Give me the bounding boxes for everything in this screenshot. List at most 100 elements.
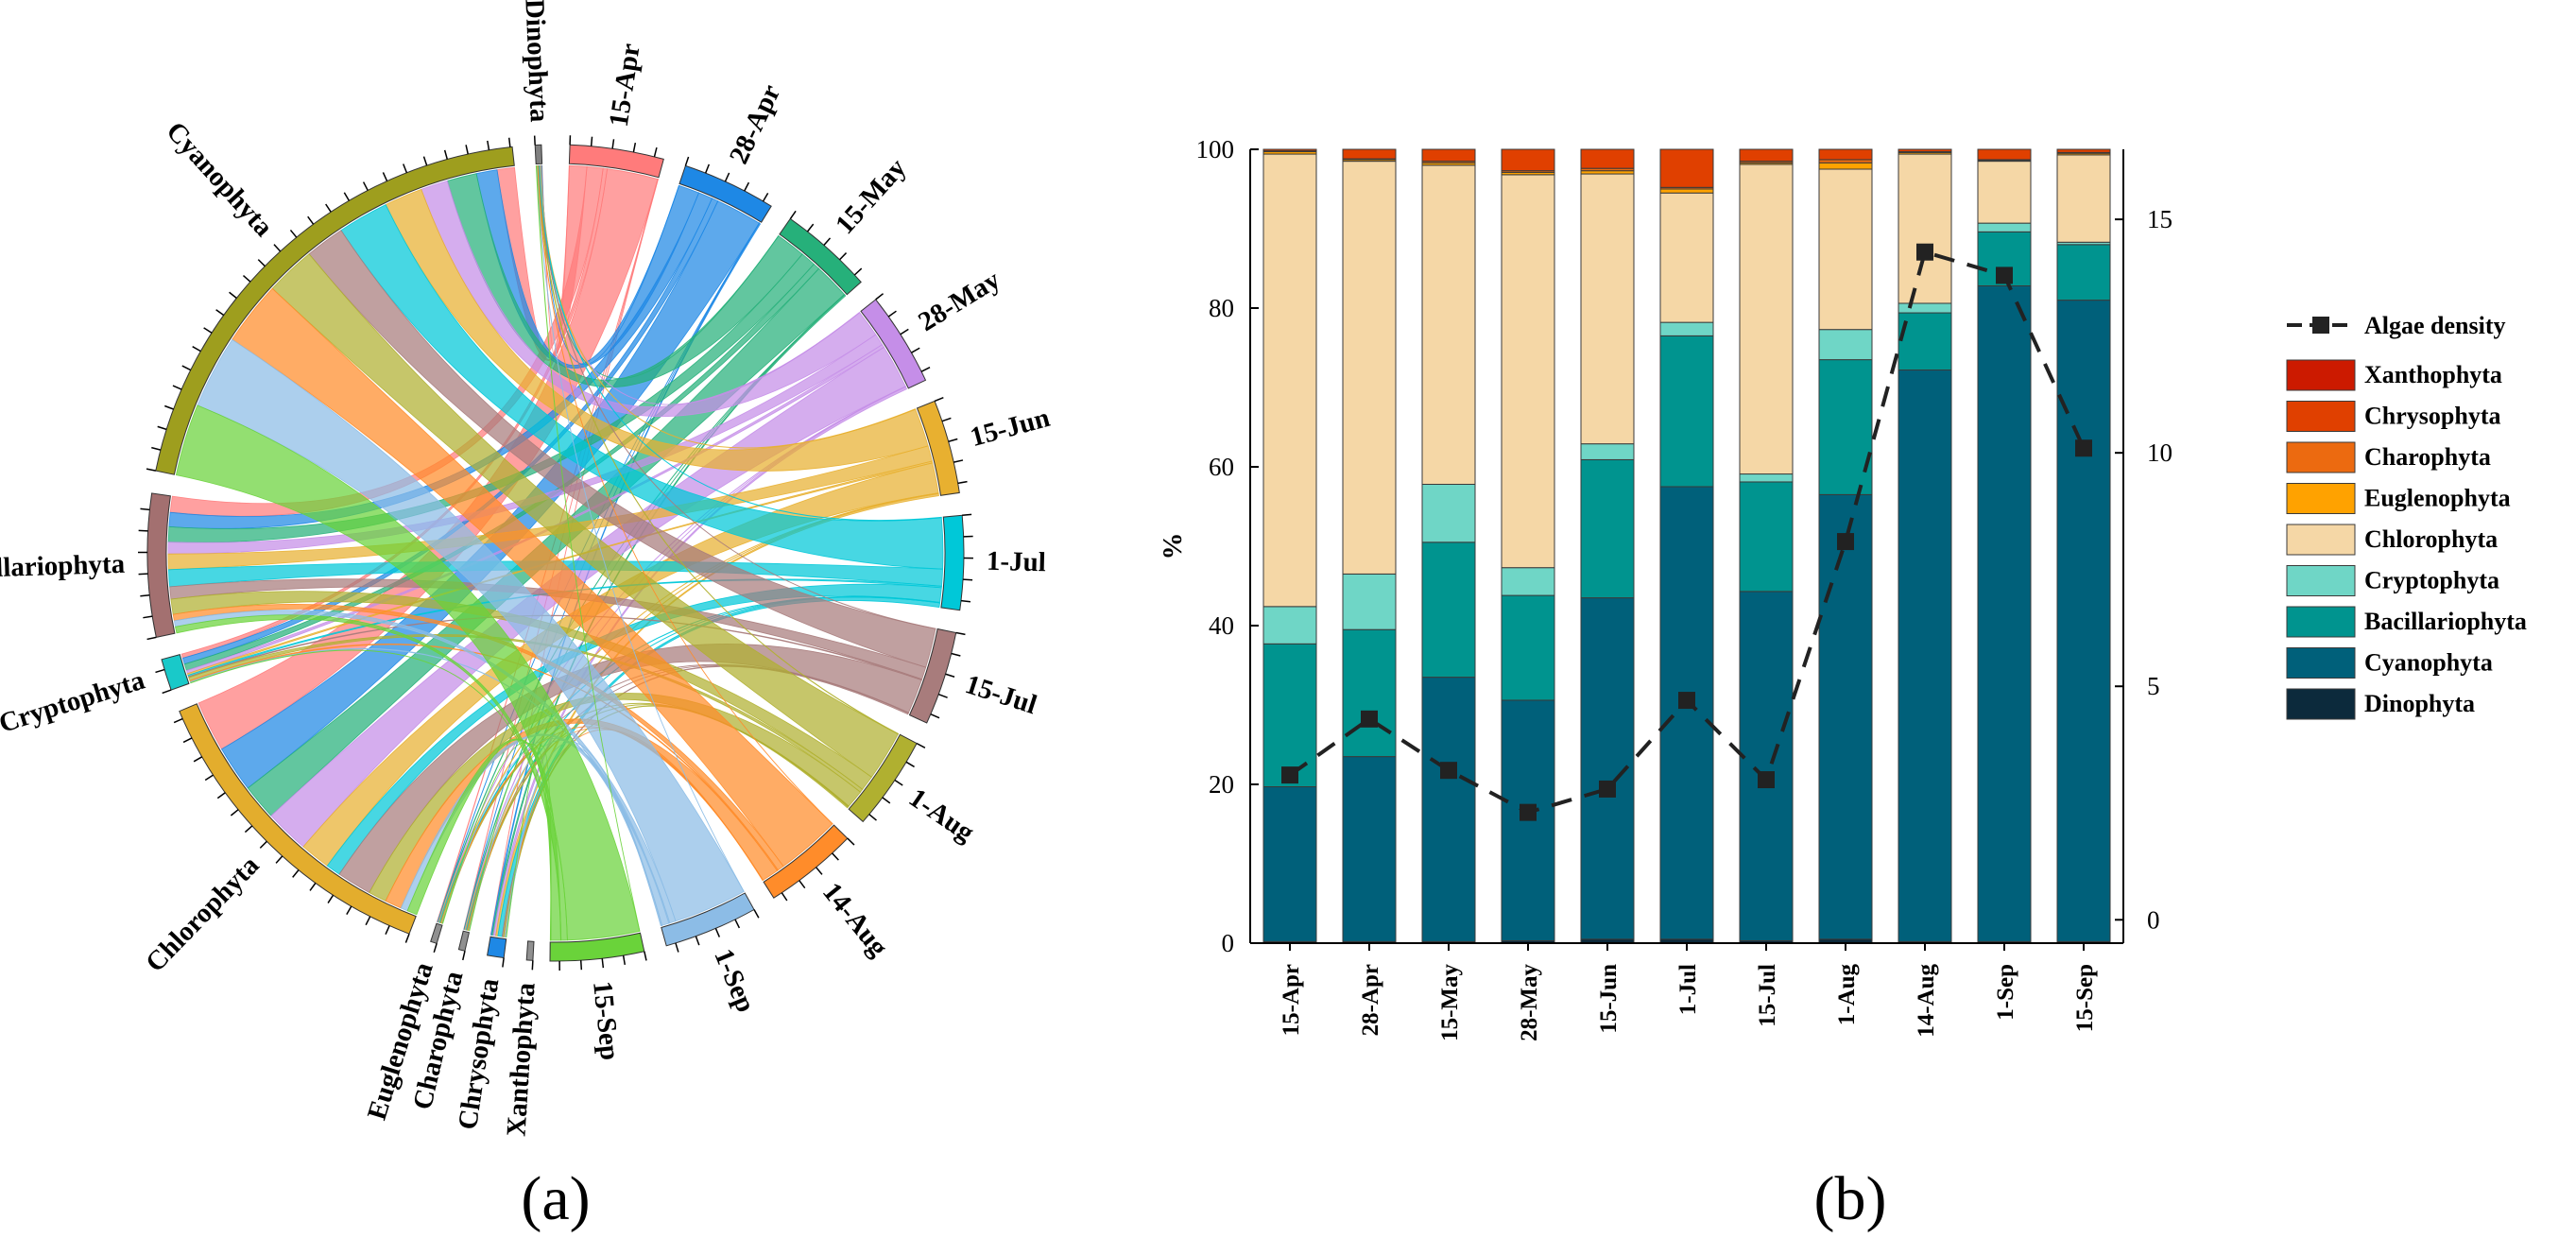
legend-label-dinophyta: Dinophyta bbox=[2364, 690, 2475, 717]
arc-tick-xanthophyta bbox=[531, 960, 534, 971]
arc-tick-28-may bbox=[900, 328, 909, 335]
bar-cryptophyta-15-jul bbox=[1739, 473, 1794, 483]
x-tick-label-1-jul: 1-Jul bbox=[1675, 964, 1701, 1015]
arc-tick-euglenophyta bbox=[433, 943, 438, 954]
bar-cyanophyta-28-apr bbox=[1342, 756, 1397, 942]
bar-chrysophyta-15-sep bbox=[2056, 148, 2111, 153]
chord-label-15-jul: 15-Jul bbox=[962, 669, 1040, 720]
legend-label-bacillariophyta: Bacillariophyta bbox=[2364, 608, 2527, 635]
algae-density-point-15-may bbox=[1440, 762, 1457, 780]
arc-tick-15-apr bbox=[632, 142, 637, 153]
bar-bacillariophyta-15-jul bbox=[1739, 481, 1794, 593]
legend-swatch-bacillariophyta bbox=[2286, 606, 2356, 638]
arc-tick-15-apr bbox=[611, 139, 615, 149]
chord-ribbon-15-sep-euglenophyta bbox=[441, 742, 552, 941]
arc-tick-cyanophyta bbox=[151, 446, 162, 451]
arc-tick-cyanophyta bbox=[229, 291, 237, 300]
bar-chlorophyta-15-sep bbox=[2056, 154, 2111, 243]
bar-cyanophyta-1-jul bbox=[1659, 486, 1714, 940]
arc-tick-chlorophyta bbox=[365, 916, 371, 926]
bar-cyanophyta-1-aug bbox=[1818, 493, 1873, 940]
x-tick-label-14-aug: 14-Aug bbox=[1914, 964, 1939, 1038]
bar-chrysophyta-14-aug bbox=[1898, 148, 1952, 153]
algae-density-point-15-jun bbox=[1599, 780, 1616, 798]
arc-tick-chlorophyta bbox=[244, 825, 253, 834]
arc-tick-chlorophyta bbox=[230, 809, 239, 817]
arc-tick-dinophyta bbox=[533, 135, 536, 146]
chord-label-1-sep: 1-Sep bbox=[708, 945, 761, 1017]
arc-chrysophyta bbox=[487, 936, 507, 959]
bar-chrysophyta-1-aug bbox=[1818, 148, 1873, 161]
algae-density-point-1-jul bbox=[1678, 692, 1695, 710]
arc-tick-14-aug bbox=[847, 837, 855, 846]
bar-chrysophyta-1-sep bbox=[1977, 148, 2032, 161]
algae-density-point-1-aug bbox=[1837, 533, 1854, 551]
arc-15-jun bbox=[916, 400, 960, 496]
bar-chrysophyta-15-jul bbox=[1739, 148, 1794, 163]
chord-label-1-jul: 1-Jul bbox=[987, 546, 1047, 578]
bar-charophyta-1-aug bbox=[1818, 159, 1873, 163]
bar-euglenophyta-1-jul bbox=[1659, 188, 1714, 194]
arc-chlorophyta bbox=[179, 703, 417, 935]
arc-tick-chlorophyta bbox=[385, 925, 390, 936]
legend-label-algae-density: Algae density bbox=[2364, 312, 2506, 339]
algae-density-point-15-apr bbox=[1281, 766, 1298, 784]
bar-cryptophyta-15-apr bbox=[1262, 606, 1317, 645]
arc-tick-15-jul bbox=[937, 693, 948, 698]
bar-bacillariophyta-15-may bbox=[1421, 542, 1476, 679]
arc-15-sep bbox=[549, 932, 645, 962]
arc-15-apr bbox=[568, 144, 664, 179]
arc-tick-28-apr bbox=[704, 163, 711, 174]
bar-chlorophyta-1-sep bbox=[1977, 161, 2032, 224]
legend-label-xanthophyta: Xanthophyta bbox=[2364, 361, 2502, 388]
arc-tick-15-jun bbox=[934, 397, 944, 403]
bar-cyanophyta-15-may bbox=[1421, 677, 1476, 942]
legend-swatch-dinophyta bbox=[2286, 688, 2356, 720]
x-tick-label-28-may: 28-May bbox=[1517, 964, 1542, 1041]
bar-bacillariophyta-15-apr bbox=[1262, 643, 1317, 788]
arc-tick-1-sep bbox=[753, 909, 760, 919]
legend-swatch-charophyta bbox=[2286, 441, 2356, 473]
arc-cryptophyta bbox=[161, 653, 190, 691]
arc-tick-1-aug bbox=[916, 742, 926, 748]
arc-tick-28-may bbox=[911, 347, 920, 353]
arc-tick-cyanophyta bbox=[242, 274, 251, 283]
algae-density-point-1-sep bbox=[1996, 266, 2013, 284]
chord-label-15-may: 15-May bbox=[830, 152, 913, 240]
arc-28-may bbox=[860, 299, 927, 389]
chord-label-1-aug: 1-Aug bbox=[903, 782, 980, 849]
bar-chrysophyta-15-jun bbox=[1580, 148, 1635, 169]
arc-tick-bacillariophyta bbox=[140, 593, 150, 597]
bar-bacillariophyta-28-may bbox=[1501, 594, 1555, 701]
arc-tick-15-sep bbox=[601, 958, 605, 969]
x-tick-label-1-aug: 1-Aug bbox=[1834, 964, 1860, 1026]
bar-cyanophyta-28-may bbox=[1501, 699, 1555, 941]
algae-density-point-28-apr bbox=[1361, 710, 1378, 728]
bar-cyanophyta-15-apr bbox=[1262, 786, 1317, 942]
arc-tick-15-may bbox=[789, 210, 797, 219]
bar-chlorophyta-1-aug bbox=[1818, 168, 1873, 331]
bar-cryptophyta-28-apr bbox=[1342, 573, 1397, 630]
arc-cyanophyta bbox=[155, 146, 515, 475]
legend-swatch-cryptophyta bbox=[2286, 565, 2356, 596]
bar-chlorophyta-1-jul bbox=[1659, 192, 1714, 323]
arc-1-sep bbox=[661, 892, 755, 947]
algae-density-point-14-aug bbox=[1916, 243, 1933, 261]
chord-label-cryptophyta: Cryptophyta bbox=[0, 665, 148, 739]
chord-label-28-may: 28-May bbox=[913, 265, 1005, 337]
arc-tick-bacillariophyta bbox=[146, 636, 157, 641]
y2-tick-label-5: 5 bbox=[2147, 672, 2160, 700]
arc-tick-cyanophyta bbox=[172, 385, 182, 390]
arc-tick-chlorophyta bbox=[404, 933, 410, 943]
chord-label-15-sep: 15-Sep bbox=[587, 980, 625, 1062]
legend-swatch-xanthophyta bbox=[2286, 359, 2356, 391]
chord-ribbon-15-sep-dinophyta bbox=[535, 165, 641, 933]
arc-tick-28-apr bbox=[684, 156, 690, 166]
bar-chlorophyta-28-may bbox=[1501, 174, 1555, 569]
arc-tick-cyanophyta bbox=[203, 327, 213, 334]
arc-tick-cyanophyta bbox=[325, 203, 332, 213]
arc-tick-chlorophyta bbox=[346, 905, 352, 916]
arc-14-aug bbox=[763, 824, 849, 899]
arc-tick-chlorophyta bbox=[204, 774, 214, 782]
